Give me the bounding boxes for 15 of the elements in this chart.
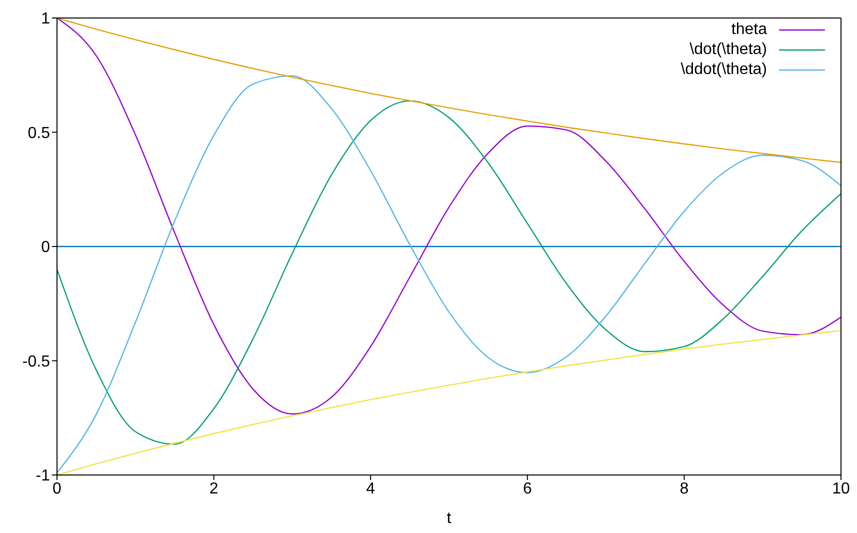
x-tick-label: 10 — [832, 480, 850, 498]
y-tick-label: 0.5 — [28, 124, 50, 142]
y-tick-label: -0.5 — [22, 353, 50, 370]
x-tick-label: 4 — [366, 480, 376, 498]
x-axis-title: t — [446, 510, 452, 527]
legend-label: \dot(\theta) — [690, 40, 767, 60]
y-tick-label: 1 — [41, 10, 50, 28]
x-tick-label: 2 — [209, 480, 218, 498]
x-tick-label: 6 — [522, 480, 532, 498]
x-tick-label: 0 — [52, 480, 62, 498]
y-tick-label: 0 — [41, 239, 50, 256]
legend-label: theta — [731, 20, 767, 40]
x-tick-label: 8 — [680, 480, 689, 498]
legend-label: \ddot(\theta) — [680, 60, 767, 80]
y-tick-label: -1 — [36, 468, 50, 485]
